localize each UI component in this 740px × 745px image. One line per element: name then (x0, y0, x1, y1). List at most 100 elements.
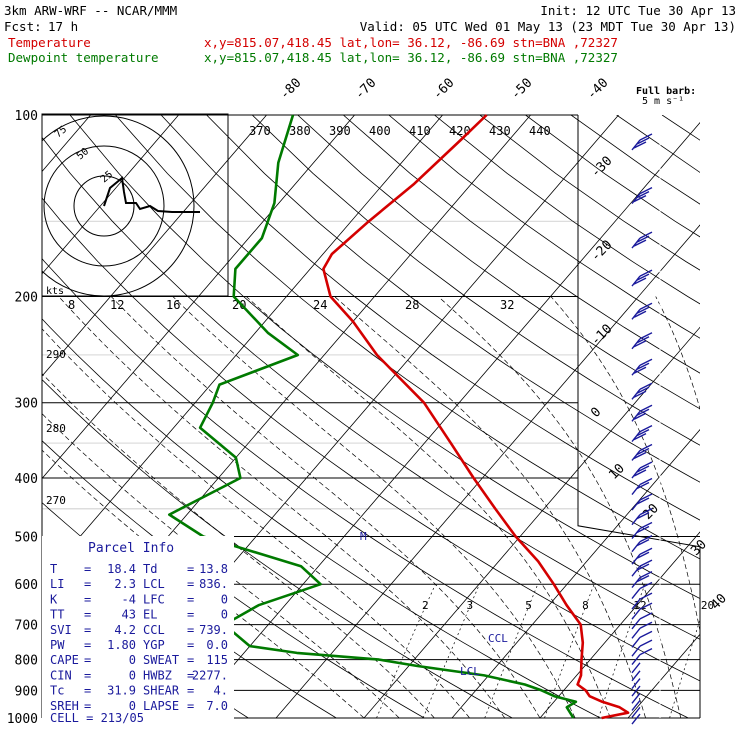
moist-adiabat-18 (246, 297, 610, 719)
theta-left-label-280: 280 (46, 422, 66, 435)
parcel-eq: = (84, 608, 91, 622)
parcel-value-cape: 0 (129, 653, 136, 667)
parcel-value-sweat: 115 (206, 653, 228, 667)
wind-barb-flag (640, 583, 652, 589)
isotherm-label--60: -60 (430, 76, 457, 103)
parcel-eq: = (84, 577, 91, 591)
parcel-eq: = (84, 653, 91, 667)
parcel-info-title: Parcel Info (88, 541, 174, 556)
theta-label-430: 430 (489, 124, 511, 138)
parcel-label-shear: SHEAR (143, 684, 180, 698)
parcel-label-lapse: LAPSE (143, 699, 179, 713)
isotherm-label-30: 30 (688, 537, 710, 559)
wind-barb-staff (632, 628, 640, 638)
isotherm-label-20: 20 (640, 501, 662, 523)
parcel-label-sweat: SWEAT (143, 653, 179, 667)
wind-barb-staff (632, 529, 640, 539)
dewpoint-legend: Dewpoint temperature (8, 50, 159, 65)
wind-barb-staff (632, 619, 640, 629)
isotherm-label--40: -40 (584, 76, 611, 103)
isotherm--30 (188, 115, 707, 718)
dry-adiabat-370 (252, 115, 740, 718)
model-title: 3km ARW-WRF -- NCAR/MMM (4, 3, 177, 18)
pressure-label-1000: 1000 (7, 712, 38, 727)
mixing-ratio-label-8: 8 (582, 599, 589, 612)
pressure-label-100: 100 (15, 109, 38, 124)
theta-label-380: 380 (289, 124, 311, 138)
isotherm-label--70: -70 (352, 76, 379, 103)
parcel-cell: CELL = 213/05 (50, 711, 144, 725)
thetae-label-16: 16 (166, 298, 180, 312)
pressure-label-600: 600 (15, 578, 38, 593)
pressure-label-200: 200 (15, 291, 38, 306)
hodo-ring-25: 25 (99, 169, 115, 185)
isotherm-30 (716, 115, 740, 718)
parcel-eq: = (187, 699, 194, 713)
parcel-value-lcl: 836. (199, 577, 228, 591)
parcel-label-cin: CIN (50, 668, 72, 682)
parcel-eq: = (187, 608, 194, 622)
isotherm-20 (628, 115, 740, 718)
pressure-label-400: 400 (15, 472, 38, 487)
parcel-value-t: 18.4 (107, 562, 136, 576)
parcel-value-hwbz: 2277. (192, 668, 228, 682)
wind-barb-staff (632, 578, 640, 588)
parcel-value-ygp: 0.0 (206, 638, 228, 652)
parcel-value-shear: 4. (214, 684, 228, 698)
wind-barb-staff (632, 646, 640, 656)
parcel-label-pw: PW (50, 638, 65, 652)
theta-label-440: 440 (529, 124, 551, 138)
isotherm--10 (364, 115, 740, 718)
forecast-label: Fcst: (4, 19, 42, 34)
thetae-label-12: 12 (110, 298, 124, 312)
wind-barb-flag (640, 622, 652, 628)
wind-barb-staff (632, 542, 640, 552)
thetae-label-20: 20 (232, 298, 246, 312)
wind-barb-flag (640, 613, 652, 619)
parcel-label-k: K (50, 592, 58, 606)
parcel-value-lapse: 7.0 (206, 699, 228, 713)
pressure-label-700: 700 (15, 619, 38, 634)
parcel-label-cape: CAPE (50, 653, 79, 667)
wind-barb-staff (632, 637, 640, 647)
dry-adiabat-460 (662, 115, 740, 718)
parcel-value-td: 13.8 (199, 562, 228, 576)
wind-barb-staff (632, 554, 640, 564)
thetae-label-24: 24 (313, 298, 327, 312)
parcel-value-lfc: 0 (221, 592, 228, 606)
parcel-value-ccl: 739. (199, 623, 228, 637)
wind-barb-staff (632, 500, 640, 510)
hodograph-trace (104, 178, 200, 212)
parcel-eq: = (84, 592, 91, 606)
hodo-unit: kts (46, 286, 64, 297)
pressure-label-800: 800 (15, 654, 38, 669)
isotherm--20 (276, 115, 740, 718)
parcel-label-hwbz: HWBZ (143, 668, 172, 682)
parcel-label-svi: SVI (50, 623, 72, 637)
thetae-label-28: 28 (405, 298, 419, 312)
wind-barb-staff (632, 566, 640, 576)
label-lcl: LCL (460, 665, 480, 678)
parcel-label-t: T (50, 562, 57, 576)
sounding-traces (169, 115, 628, 718)
moist-adiabat-34 (656, 297, 740, 719)
mixing-ratio-label-3: 3 (466, 599, 473, 612)
parcel-eq: = (187, 592, 194, 606)
parcel-eq: = (84, 684, 91, 698)
dewpoint-location: x,y=815.07,418.45 lat,lon= 36.12, -86.69… (204, 50, 618, 65)
wind-barb-staff (632, 485, 640, 495)
isotherm-label--20: -20 (588, 238, 615, 265)
wind-barb-staff (632, 589, 640, 599)
parcel-eq: = (84, 562, 91, 576)
theta-label-390: 390 (329, 124, 351, 138)
init-time: Init: 12 UTC Tue 30 Apr 13 (540, 3, 736, 18)
dry-adiabat-390 (343, 115, 740, 718)
parcel-value-tc: 31.9 (107, 684, 136, 698)
parcel-eq: = (187, 562, 194, 576)
parcel-eq: = (187, 653, 194, 667)
pressure-label-300: 300 (15, 397, 38, 412)
parcel-eq: = (84, 668, 91, 682)
dry-adiabat-380 (298, 115, 740, 718)
